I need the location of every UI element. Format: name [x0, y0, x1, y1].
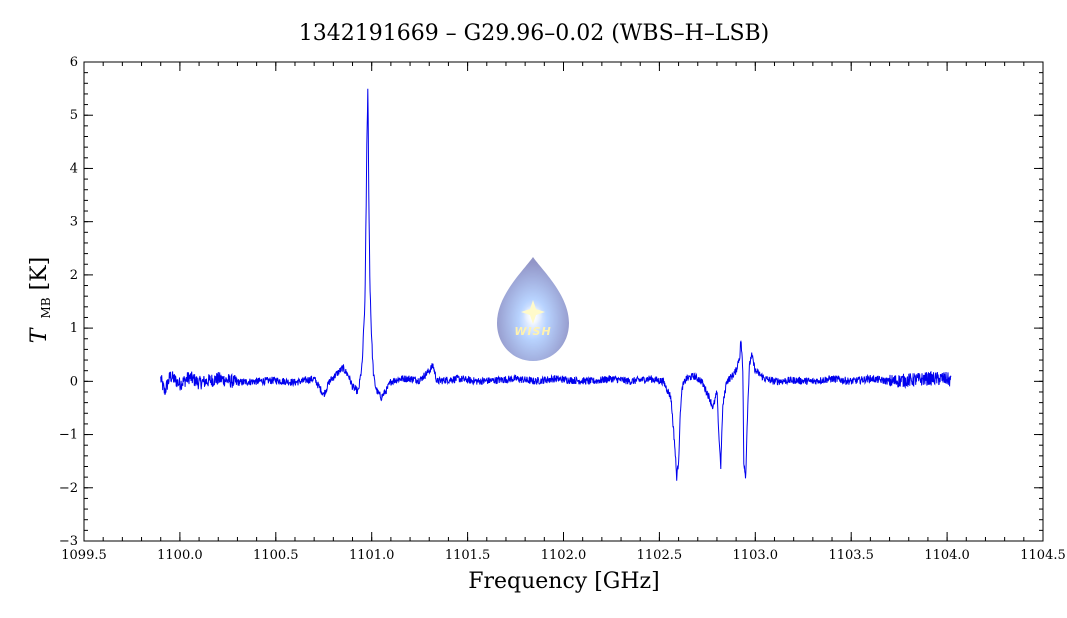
x-axis-tick-labels: 1099.5 1100.0 1100.5 1101.0 1101.5 1102.0 1102…: [61, 548, 1066, 563]
y-axis-label-sub: MB: [39, 297, 53, 318]
y-tick-label: −1: [59, 428, 78, 443]
y-tick-label: 1: [70, 321, 78, 336]
y-axis-label-main: T: [27, 326, 52, 343]
y-axis-label-unit: [K]: [27, 257, 52, 291]
chart-title: 1342191669 – G29.96–0.02 (WBS–H–LSB): [299, 21, 770, 46]
x-tick-label: 1100.0: [157, 548, 203, 563]
x-tick-label: 1102.0: [541, 548, 587, 563]
x-tick-label: 1102.5: [637, 548, 683, 563]
x-tick-label: 1104.5: [1020, 548, 1066, 563]
wish-logo-text: WISH: [514, 325, 551, 338]
y-tick-label: 6: [70, 55, 78, 70]
wish-drop-logo-icon: WISH: [497, 257, 569, 361]
y-tick-label: −2: [59, 481, 78, 496]
y-tick-label: −3: [59, 534, 78, 549]
x-axis-label: Frequency [GHz]: [468, 569, 660, 594]
y-tick-label: 3: [70, 215, 78, 230]
y-axis-ticks: [84, 61, 1043, 542]
y-tick-label: 4: [70, 161, 78, 176]
y-tick-label: 2: [70, 268, 78, 283]
x-tick-label: 1103.5: [828, 548, 874, 563]
x-tick-label: 1100.5: [253, 548, 299, 563]
x-tick-label: 1099.5: [61, 548, 107, 563]
x-tick-label: 1103.0: [733, 548, 779, 563]
x-tick-label: 1101.5: [445, 548, 491, 563]
series-group: [160, 88, 952, 481]
series-line: [160, 88, 952, 481]
y-axis-label: T MB [K]: [27, 257, 56, 343]
y-tick-label: 0: [70, 374, 78, 389]
x-tick-label: 1101.0: [349, 548, 395, 563]
x-axis-ticks: [83, 62, 1044, 541]
y-tick-label: 5: [70, 108, 78, 123]
y-axis-tick-labels: −3 −2 −1 0 1 2 3 4 5 6: [59, 55, 78, 549]
x-tick-label: 1104.0: [924, 548, 970, 563]
